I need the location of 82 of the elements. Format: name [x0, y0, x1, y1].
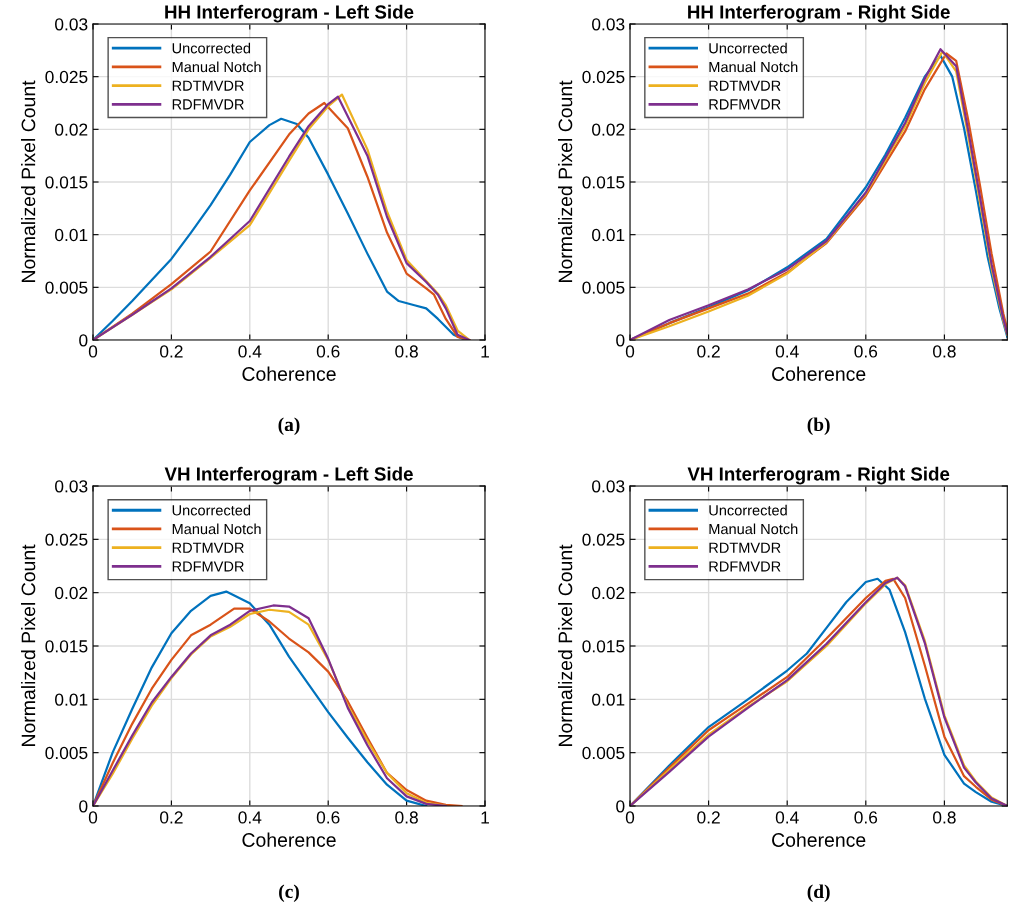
- y-tick-label: 0.025: [582, 533, 625, 546]
- x-tick-label: 0.8: [933, 811, 956, 824]
- y-tick-label: 0.01: [55, 693, 88, 706]
- chart-title: HH Interferogram - Left Side: [165, 4, 414, 23]
- y-tick-label: 0.02: [55, 123, 88, 136]
- y-tick-label: 0: [616, 334, 625, 347]
- legend-label: Manual Notch: [709, 523, 798, 535]
- y-tick-label: 0.025: [45, 533, 88, 546]
- x-tick-label: 0.6: [854, 345, 878, 358]
- y-tick-label: 0.015: [582, 640, 625, 653]
- legend-label: RDTMVDR: [172, 80, 244, 91]
- y-axis-title: Normalized Pixel Count: [21, 544, 36, 746]
- y-axis-title: Normalized Pixel Count: [558, 80, 573, 282]
- y-tick-label: 0.015: [45, 176, 88, 189]
- legend-label: Manual Notch: [172, 61, 261, 73]
- x-tick-label: 0.4: [238, 345, 262, 358]
- x-tick-label: 0.8: [395, 811, 418, 824]
- legend-label: RDTMVDR: [709, 542, 781, 553]
- legend-label: RDFMVDR: [709, 99, 781, 110]
- x-axis-title: Coherence: [772, 832, 866, 847]
- y-tick-label: 0.005: [45, 746, 88, 760]
- legend-label: Uncorrected: [172, 504, 251, 516]
- y-axis-title: Normalized Pixel Count: [558, 544, 573, 746]
- x-tick-label: 0.2: [697, 345, 720, 358]
- y-tick-label: 0.03: [592, 18, 625, 31]
- legend-label: Uncorrected: [709, 42, 787, 54]
- text: (b): [807, 417, 830, 436]
- chart-title: VH Interferogram - Right Side: [687, 466, 950, 485]
- y-tick-label: 0: [616, 800, 625, 813]
- x-axis-title: Coherence: [242, 832, 336, 847]
- x-tick-label: 0.6: [316, 345, 340, 358]
- legend-label: Uncorrected: [172, 42, 251, 54]
- y-tick-label: 0.005: [45, 281, 88, 294]
- y-tick-label: 0: [79, 334, 88, 347]
- y-tick-label: 0.01: [592, 228, 625, 242]
- legend-label: RDFMVDR: [172, 99, 244, 110]
- x-tick-label: 0.6: [854, 811, 878, 824]
- x-tick-label: 1: [481, 345, 489, 358]
- y-tick-label: 0: [79, 800, 88, 813]
- x-tick-label: 0.2: [160, 811, 183, 824]
- y-tick-label: 0.01: [55, 228, 88, 242]
- y-tick-label: 0.015: [582, 176, 625, 189]
- x-tick-label: 0.4: [238, 811, 262, 824]
- legend-label: RDTMVDR: [172, 542, 244, 553]
- y-tick-label: 0.03: [55, 480, 88, 493]
- y-tick-label: 0.015: [45, 640, 88, 653]
- legend-label: RDFMVDR: [709, 561, 781, 572]
- x-tick-label: 0.4: [775, 345, 799, 358]
- legend-label: RDTMVDR: [709, 80, 781, 91]
- y-tick-label: 0.005: [582, 281, 625, 294]
- y-tick-label: 0.005: [582, 746, 625, 760]
- x-tick-label: 0.4: [775, 811, 799, 824]
- text: (a): [278, 417, 300, 436]
- text: (d): [807, 884, 830, 903]
- x-axis-title: Coherence: [242, 366, 336, 381]
- chart-title: HH Interferogram - Right Side: [688, 4, 950, 23]
- legend-label: RDFMVDR: [172, 561, 244, 572]
- legend-label: Uncorrected: [709, 504, 787, 516]
- x-tick-label: 1: [481, 811, 489, 824]
- x-tick-label: 0.6: [316, 811, 340, 824]
- legend-label: Manual Notch: [709, 61, 798, 73]
- y-tick-label: 0.02: [592, 123, 625, 136]
- y-axis-title: Normalized Pixel Count: [21, 80, 36, 282]
- x-tick-label: 0: [625, 811, 635, 824]
- y-tick-label: 0.02: [592, 586, 625, 600]
- x-tick-label: 0: [88, 811, 98, 824]
- x-tick-label: 0: [625, 345, 635, 358]
- y-tick-label: 0.025: [45, 70, 88, 84]
- y-tick-label: 0.02: [55, 586, 88, 600]
- x-axis-title: Coherence: [772, 366, 866, 381]
- x-tick-label: 0.2: [697, 811, 720, 824]
- chart-title: VH Interferogram - Left Side: [164, 466, 413, 485]
- text: (c): [279, 884, 299, 903]
- x-tick-label: 0.8: [933, 345, 956, 358]
- x-tick-label: 0: [88, 345, 98, 358]
- x-tick-label: 0.2: [160, 345, 183, 358]
- y-tick-label: 0.01: [592, 693, 625, 706]
- y-tick-label: 0.025: [582, 70, 625, 84]
- y-tick-label: 0.03: [592, 480, 625, 493]
- y-tick-label: 0.03: [55, 18, 88, 31]
- legend-label: Manual Notch: [172, 523, 261, 535]
- x-tick-label: 0.8: [395, 345, 418, 358]
